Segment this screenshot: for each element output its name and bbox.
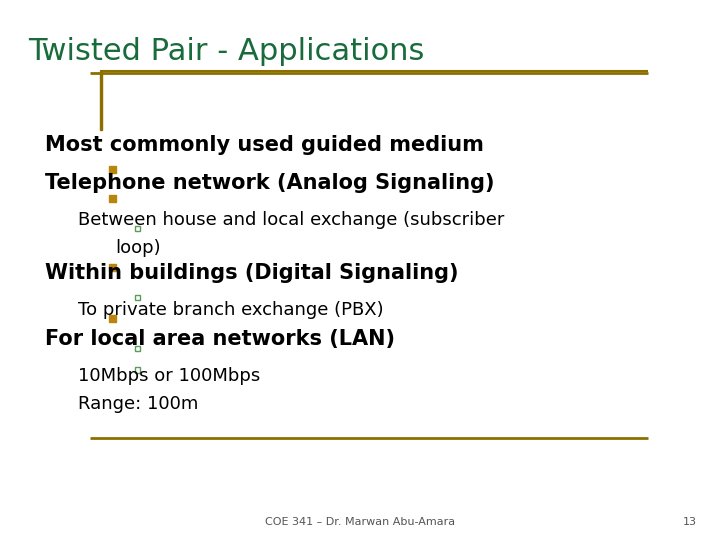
Text: 13: 13 bbox=[683, 517, 697, 527]
Text: Range: 100m: Range: 100m bbox=[78, 395, 199, 413]
Text: 10Mbps or 100Mbps: 10Mbps or 100Mbps bbox=[78, 367, 260, 385]
Bar bbox=[100, 71, 102, 130]
Text: For local area networks (LAN): For local area networks (LAN) bbox=[45, 329, 395, 349]
Bar bbox=[109, 264, 117, 271]
Bar bbox=[109, 195, 117, 202]
Text: Within buildings (Digital Signaling): Within buildings (Digital Signaling) bbox=[45, 263, 459, 283]
Text: Twisted Pair - Applications: Twisted Pair - Applications bbox=[28, 37, 424, 66]
Text: loop): loop) bbox=[115, 239, 161, 257]
Bar bbox=[135, 226, 140, 231]
Bar bbox=[109, 315, 117, 322]
Text: To private branch exchange (PBX): To private branch exchange (PBX) bbox=[78, 301, 384, 319]
Text: Most commonly used guided medium: Most commonly used guided medium bbox=[45, 135, 484, 155]
Text: COE 341 – Dr. Marwan Abu-Amara: COE 341 – Dr. Marwan Abu-Amara bbox=[265, 517, 455, 527]
Bar bbox=[135, 367, 140, 373]
Text: Telephone network (Analog Signaling): Telephone network (Analog Signaling) bbox=[45, 173, 495, 193]
Bar bbox=[109, 166, 117, 173]
Bar bbox=[135, 295, 140, 300]
Text: Between house and local exchange (subscriber: Between house and local exchange (subscr… bbox=[78, 211, 505, 229]
Bar bbox=[135, 346, 140, 351]
